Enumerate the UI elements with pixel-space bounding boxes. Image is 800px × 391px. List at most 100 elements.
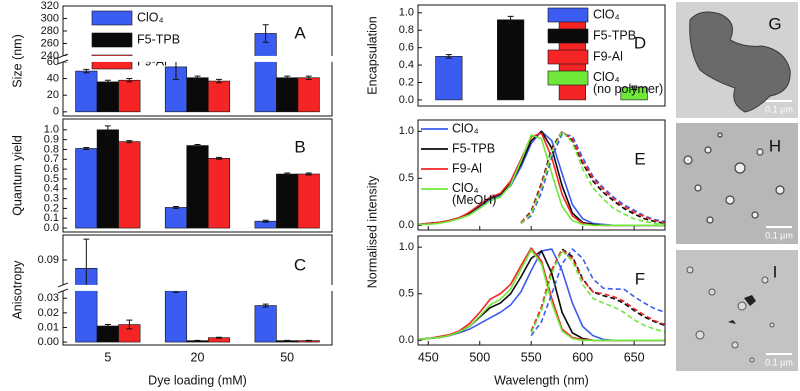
- error-bar: [172, 205, 179, 209]
- y-tick-label: 0.01: [38, 321, 59, 333]
- y-tick-label: 0.5: [399, 172, 414, 184]
- y-tick-label: 0.1: [44, 212, 59, 224]
- y-tick-label: 1.0: [399, 241, 414, 253]
- error-bar: [194, 75, 201, 80]
- line: [417, 247, 665, 342]
- y-axis-label: Size (nm): [10, 34, 24, 87]
- y-tick-label: 0.8: [44, 143, 59, 155]
- y-tick-label: 0.4: [399, 59, 414, 71]
- bar: [254, 305, 277, 343]
- y-tick-label: 0.0: [399, 219, 414, 231]
- scale-label: 0.1 µm: [765, 104, 793, 114]
- x-tick-label: 500: [469, 350, 490, 364]
- bar: [75, 70, 98, 113]
- line: [520, 133, 666, 225]
- error-bar: [305, 75, 312, 80]
- bar: [186, 145, 209, 229]
- bar: [96, 129, 119, 229]
- legend-label: ClO₄: [452, 121, 479, 135]
- y-tick-label: 0.00: [38, 336, 59, 348]
- x-axis-label: Wavelength (nm): [494, 373, 589, 387]
- error-bar: [104, 79, 111, 85]
- error-bar: [83, 68, 90, 74]
- error-bar: [262, 303, 269, 308]
- y-tick-label: 260: [41, 37, 59, 49]
- y-axis-label: Normalised intensity: [365, 175, 379, 288]
- error-bar: [126, 319, 133, 330]
- y-axis-label: Quantum yield: [10, 135, 24, 216]
- bar: [118, 79, 141, 113]
- bar: [186, 77, 209, 113]
- y-tick-label: 1.0: [399, 7, 414, 19]
- y-tick-label: 0.0: [399, 94, 414, 106]
- y-axis-label: Anisotropy: [10, 260, 24, 320]
- legend-swatch: [91, 32, 133, 48]
- error-bar: [445, 54, 452, 59]
- error-bar: [507, 15, 514, 24]
- y-tick-label: 0.6: [399, 42, 414, 54]
- y-tick-label: 300: [41, 12, 59, 24]
- y-tick-label: 0.0: [399, 334, 414, 346]
- image-h: [676, 123, 798, 244]
- panel-label: I: [773, 262, 778, 281]
- bar: [75, 148, 98, 229]
- bar: [297, 77, 320, 113]
- y-tick-label: 0.0: [44, 222, 59, 234]
- panel: 0.0 0.2 0.4 0.6 0.8 1.0 Encapsulation ClO₄ F5-TP…: [365, 4, 666, 107]
- line: [520, 131, 666, 224]
- scale-label: 0.1 µm: [765, 357, 793, 367]
- error-bar: [631, 85, 638, 90]
- x-tick-label: 600: [572, 350, 593, 364]
- image-i: [676, 250, 798, 371]
- error-bar: [284, 75, 291, 80]
- y-tick-label: 240: [41, 50, 59, 62]
- error-bar: [194, 144, 201, 148]
- y-tick-label: 0.8: [399, 24, 414, 36]
- line: [530, 248, 666, 332]
- y-tick-label: 1.0: [44, 124, 59, 136]
- y-tick-label: 0.7: [44, 153, 59, 165]
- y-axis-label: Encapsulation: [365, 16, 379, 95]
- bar: [276, 77, 299, 113]
- y-tick-label: 0.09: [38, 254, 59, 266]
- bar: [164, 207, 188, 229]
- legend-swatch: [547, 7, 589, 23]
- y-tick-label: 0.3: [44, 192, 59, 204]
- error-bar: [104, 125, 111, 135]
- legend-swatch: [547, 70, 589, 86]
- legend-label: F9-Al: [593, 49, 623, 63]
- break-mark: [57, 53, 69, 65]
- panel-label: F: [635, 269, 645, 288]
- error-bar: [216, 78, 223, 84]
- legend-label: F5-TPB: [593, 28, 636, 42]
- y-tick-label: 0.6: [44, 163, 59, 175]
- x-axis-label: Dye loading (mM): [148, 373, 247, 387]
- panel-label: A: [294, 23, 306, 42]
- x-tick-label: 550: [521, 350, 542, 364]
- y-tick-label: 60: [47, 56, 59, 68]
- line: [418, 134, 665, 227]
- panel-label: E: [634, 149, 645, 168]
- panel-label: D: [634, 33, 646, 52]
- error-bar: [284, 172, 291, 176]
- legend-swatch: [547, 28, 589, 44]
- bar: [164, 290, 188, 343]
- line: [530, 249, 666, 332]
- y-tick-label: 40: [47, 72, 59, 84]
- line: [520, 130, 666, 226]
- bar: [96, 81, 119, 113]
- error-bar: [262, 219, 269, 223]
- panel: 0.0 0.5 1.0 Normalised intensity ClO₄ F5-TPB F…: [365, 119, 666, 288]
- particles: [686, 266, 775, 363]
- y-tick-label: 1.0: [399, 125, 414, 137]
- y-tick-label: 0.5: [44, 173, 59, 185]
- panel: 0.00.10.20.30.40.50.60.70.80.91.0 Quantum…: [10, 118, 333, 234]
- error-bar: [216, 336, 223, 339]
- bar: [207, 80, 231, 113]
- bar: [276, 173, 299, 229]
- break-mark: [57, 282, 69, 294]
- y-tick-label: 0: [53, 106, 59, 118]
- y-tick-label: 0.4: [44, 183, 59, 195]
- x-tick-label: 20: [191, 350, 205, 364]
